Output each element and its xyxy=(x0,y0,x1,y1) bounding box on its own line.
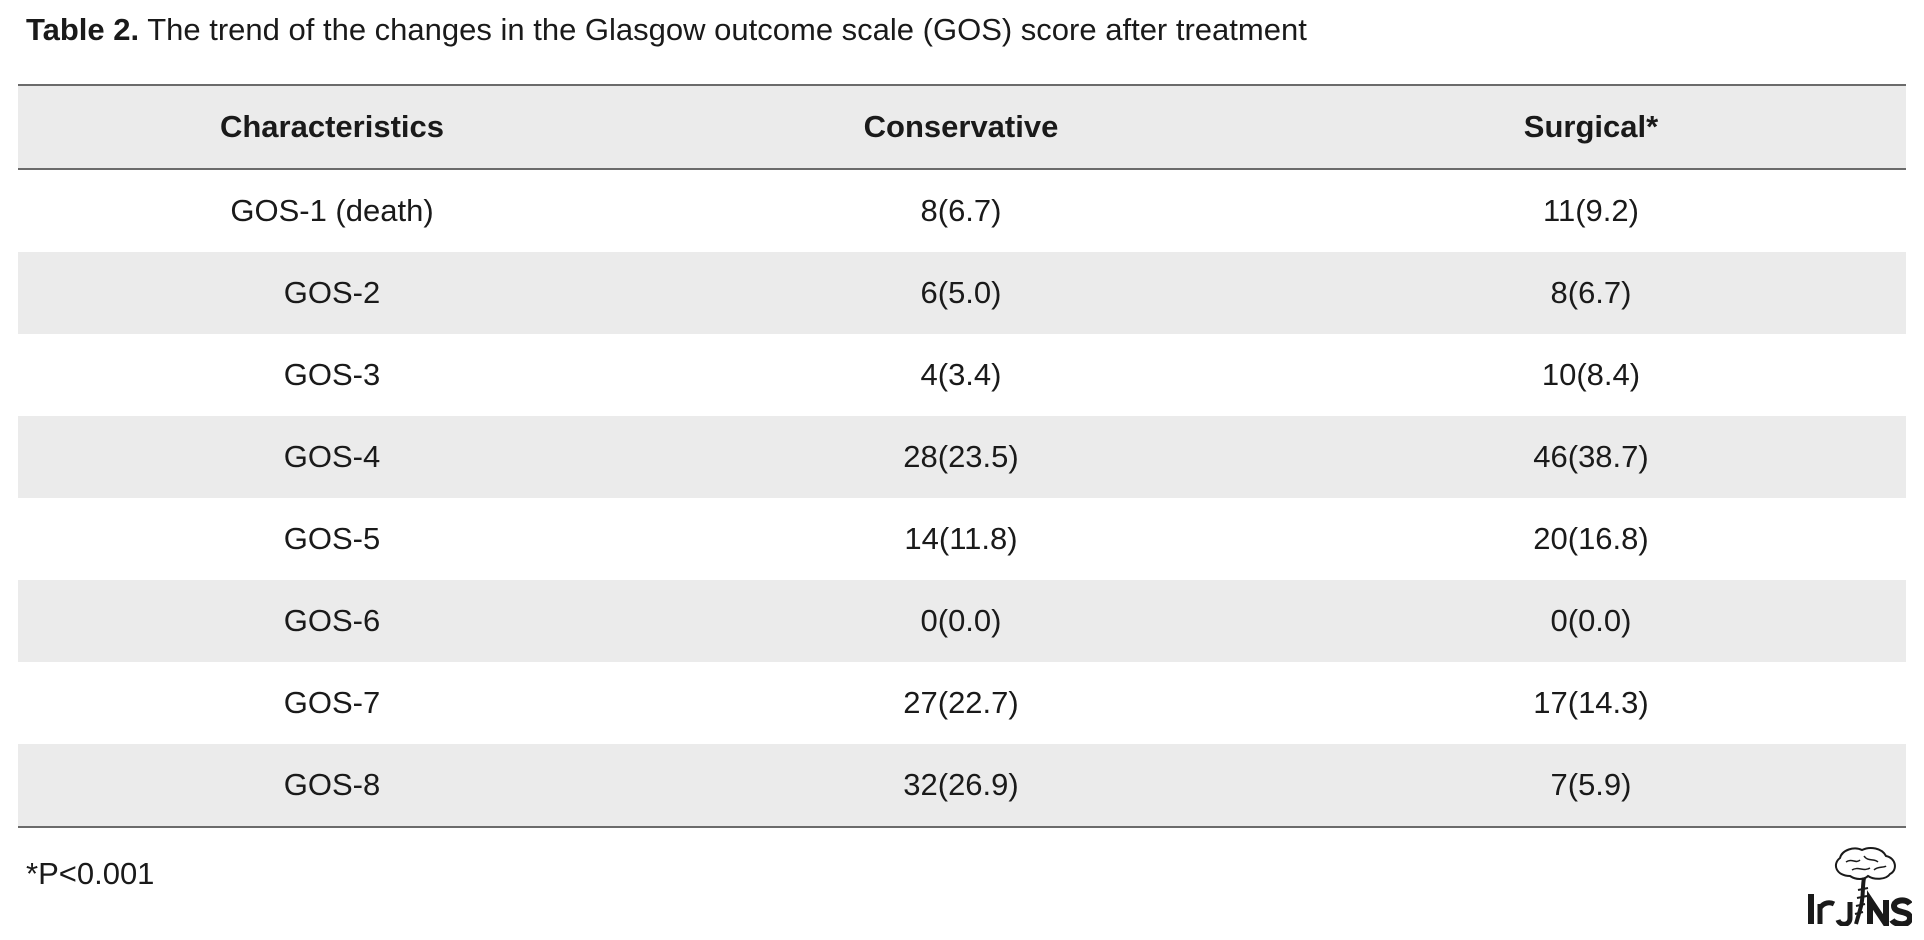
table-row: GOS-4 28(23.5) 46(38.7) xyxy=(18,416,1906,498)
table-row: GOS-3 4(3.4) 10(8.4) xyxy=(18,334,1906,416)
cell-characteristic: GOS-1 (death) xyxy=(230,193,434,228)
cell-surgical: 17(14.3) xyxy=(1533,685,1649,720)
cell-characteristic: GOS-6 xyxy=(18,580,646,662)
cell-conservative: 27(22.7) xyxy=(903,685,1019,720)
header-characteristics: Characteristics xyxy=(18,85,646,170)
table-row: GOS-1 (death) 8(6.7) 11(9.2) xyxy=(18,169,1906,252)
cell-conservative: 32(26.9) xyxy=(646,744,1276,827)
cell-surgical: 7(5.9) xyxy=(1276,744,1906,827)
table-header: Characteristics Conservative Surgical* xyxy=(18,85,1906,170)
table-row: GOS-6 0(0.0) 0(0.0) xyxy=(18,580,1906,662)
irjns-brain-logo-icon xyxy=(1808,847,1912,926)
cell-characteristic: GOS-5 xyxy=(283,521,381,556)
cell-characteristic: GOS-4 xyxy=(18,416,646,498)
table-caption: Table 2. The trend of the changes in the… xyxy=(26,10,1307,50)
cell-characteristic: GOS-7 xyxy=(283,685,381,720)
caption-label: Table 2. xyxy=(26,12,140,47)
cell-conservative: 14(11.8) xyxy=(904,521,1018,556)
cell-characteristic: GOS-3 xyxy=(283,357,381,392)
cell-surgical: 11(9.2) xyxy=(1543,193,1639,228)
table-footnote: *P<0.001 xyxy=(26,856,155,891)
caption-text: The trend of the changes in the Glasgow … xyxy=(139,12,1307,47)
cell-surgical: 10(8.4) xyxy=(1541,357,1641,392)
table-body: GOS-1 (death) 8(6.7) 11(9.2) GOS-2 6(5.0… xyxy=(18,169,1906,827)
cell-conservative: 8(6.7) xyxy=(920,193,1002,228)
cell-surgical: 0(0.0) xyxy=(1276,580,1906,662)
cell-conservative: 28(23.5) xyxy=(646,416,1276,498)
table-row: GOS-7 27(22.7) 17(14.3) xyxy=(18,662,1906,744)
table-row: GOS-2 6(5.0) 8(6.7) xyxy=(18,252,1906,334)
cell-conservative: 6(5.0) xyxy=(646,252,1276,334)
cell-surgical: 20(16.8) xyxy=(1533,521,1649,556)
header-conservative: Conservative xyxy=(646,85,1276,170)
table-row: GOS-8 32(26.9) 7(5.9) xyxy=(18,744,1906,827)
gos-table: Characteristics Conservative Surgical* G… xyxy=(18,84,1906,828)
cell-characteristic: GOS-2 xyxy=(18,252,646,334)
table-row: GOS-5 14(11.8) 20(16.8) xyxy=(18,498,1906,580)
cell-conservative: 0(0.0) xyxy=(646,580,1276,662)
cell-surgical: 46(38.7) xyxy=(1276,416,1906,498)
header-surgical: Surgical* xyxy=(1276,85,1906,170)
cell-surgical: 8(6.7) xyxy=(1276,252,1906,334)
cell-characteristic: GOS-8 xyxy=(18,744,646,827)
cell-conservative: 4(3.4) xyxy=(920,357,1002,392)
header-row: Characteristics Conservative Surgical* xyxy=(18,85,1906,170)
